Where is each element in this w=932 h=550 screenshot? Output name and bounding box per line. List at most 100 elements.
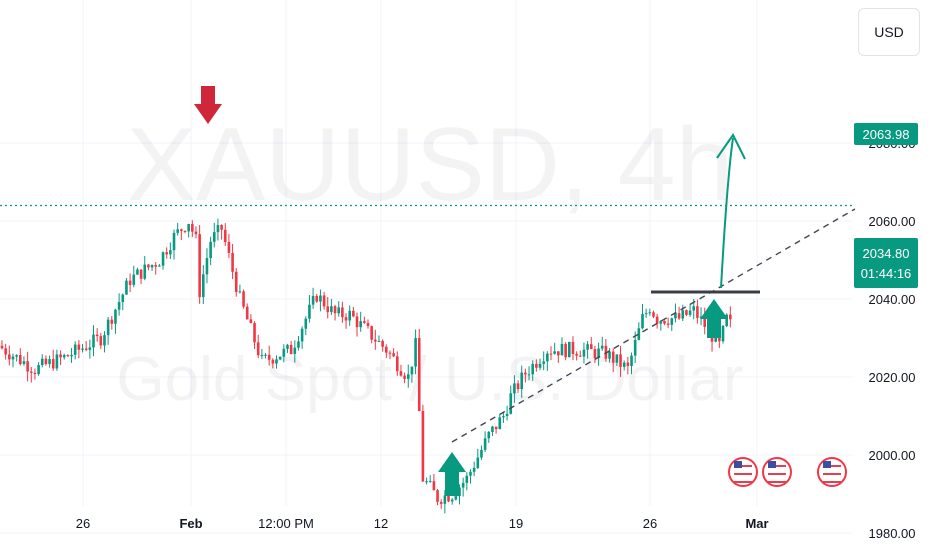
candle-body <box>586 344 589 350</box>
candle-body <box>480 449 483 458</box>
price-tick-label: 2000.00 <box>869 448 916 463</box>
candle-body <box>8 354 11 360</box>
us-flag-event-icon <box>728 457 758 487</box>
candle-body <box>304 318 308 329</box>
time-tick-label: Mar <box>745 516 768 531</box>
candle-body <box>216 225 220 233</box>
candle-body <box>663 320 666 324</box>
candle-body <box>374 339 377 342</box>
candle-body <box>209 241 212 259</box>
currency-button[interactable]: USD <box>858 8 920 56</box>
candle-body <box>600 345 604 349</box>
candle-body <box>271 359 275 364</box>
candle-body <box>249 319 253 324</box>
candle-body <box>637 328 641 340</box>
candle-body <box>531 363 534 375</box>
candle-body <box>395 356 399 372</box>
candle-body <box>385 346 388 353</box>
candle-body <box>158 265 161 267</box>
price-tick-label: 2020.00 <box>869 370 916 385</box>
flag-stripe <box>768 469 786 471</box>
candle-body <box>59 354 62 358</box>
price-axis[interactable]: 2080.002060.002040.002020.002000.001980.… <box>869 136 916 541</box>
candle-body <box>40 358 44 366</box>
candle-body <box>644 313 648 315</box>
candle-body <box>593 349 597 358</box>
candle-body <box>55 354 59 369</box>
candle-body <box>619 354 622 367</box>
grid-lines <box>0 0 852 534</box>
candle-body <box>106 319 110 336</box>
candle-body <box>341 307 344 318</box>
candle-body <box>322 295 326 307</box>
candle-body <box>421 411 425 482</box>
candle-body <box>348 310 351 321</box>
candle-body <box>88 347 92 350</box>
candle-body <box>286 344 289 349</box>
candle-body <box>311 295 315 305</box>
candle-body <box>439 501 443 504</box>
candle-body <box>611 351 615 363</box>
candle-body <box>524 372 527 375</box>
candle-body <box>95 334 99 337</box>
candle-body <box>238 291 242 293</box>
candle-body <box>121 294 125 303</box>
candle-body <box>487 431 491 439</box>
candle-body <box>180 229 183 231</box>
candle-body <box>15 355 18 357</box>
candle-body <box>447 495 450 502</box>
watermark-description: Gold Spot / U.S. Dollar <box>116 345 743 414</box>
flag-stripe <box>823 481 841 483</box>
candle-body <box>498 417 502 430</box>
candle-body <box>417 338 421 412</box>
candle-body <box>578 355 582 357</box>
bar-countdown-label: 01:44:16 <box>861 266 912 281</box>
flag-stripe <box>768 477 786 479</box>
candle-body <box>183 230 187 232</box>
watermark: XAUUSD, 4h Gold Spot / U.S. Dollar <box>116 107 743 414</box>
candle-body <box>11 356 15 360</box>
candle-body <box>399 371 403 376</box>
flag-stripe <box>823 465 841 467</box>
candle-body <box>535 363 538 368</box>
candle-body <box>443 495 447 504</box>
flag-stripe <box>768 465 786 467</box>
candle-body <box>73 344 77 355</box>
candle-body <box>132 274 136 285</box>
candle-body <box>674 313 677 319</box>
candle-body <box>666 323 670 325</box>
candle-body <box>699 316 703 318</box>
target-price-tag: 2063.98 <box>854 123 918 145</box>
price-tick-label: 1980.00 <box>869 526 916 541</box>
candle-body <box>198 234 201 298</box>
candle-body <box>703 316 707 327</box>
candle-body <box>509 393 513 414</box>
candle-body <box>491 426 494 432</box>
candle-body <box>227 241 231 253</box>
candle-body <box>242 291 245 307</box>
candle-body <box>652 312 655 317</box>
candle-body <box>688 310 692 315</box>
candle-body <box>692 306 696 311</box>
candle-body <box>70 354 73 357</box>
candle-body <box>194 231 198 235</box>
up-arrow-icon <box>700 299 728 338</box>
ascending-trendline[interactable] <box>451 208 856 443</box>
candle-body <box>527 374 531 376</box>
candle-body <box>370 326 373 340</box>
projection-path[interactable] <box>720 137 734 289</box>
economic-events[interactable] <box>728 457 847 487</box>
candle-body <box>641 314 644 329</box>
candle-body <box>494 426 498 430</box>
candle-body <box>253 323 256 343</box>
flag-canton <box>768 461 776 468</box>
candle-body <box>84 348 88 350</box>
candle-body <box>432 481 436 491</box>
candle-body <box>469 471 472 476</box>
price-tick-label: 2060.00 <box>869 214 916 229</box>
time-axis[interactable]: 26 Feb 12:00 PM 12 19 26 Mar <box>76 516 769 531</box>
candle-body <box>564 343 567 358</box>
candle-body <box>128 280 132 285</box>
candle-body <box>161 252 165 266</box>
